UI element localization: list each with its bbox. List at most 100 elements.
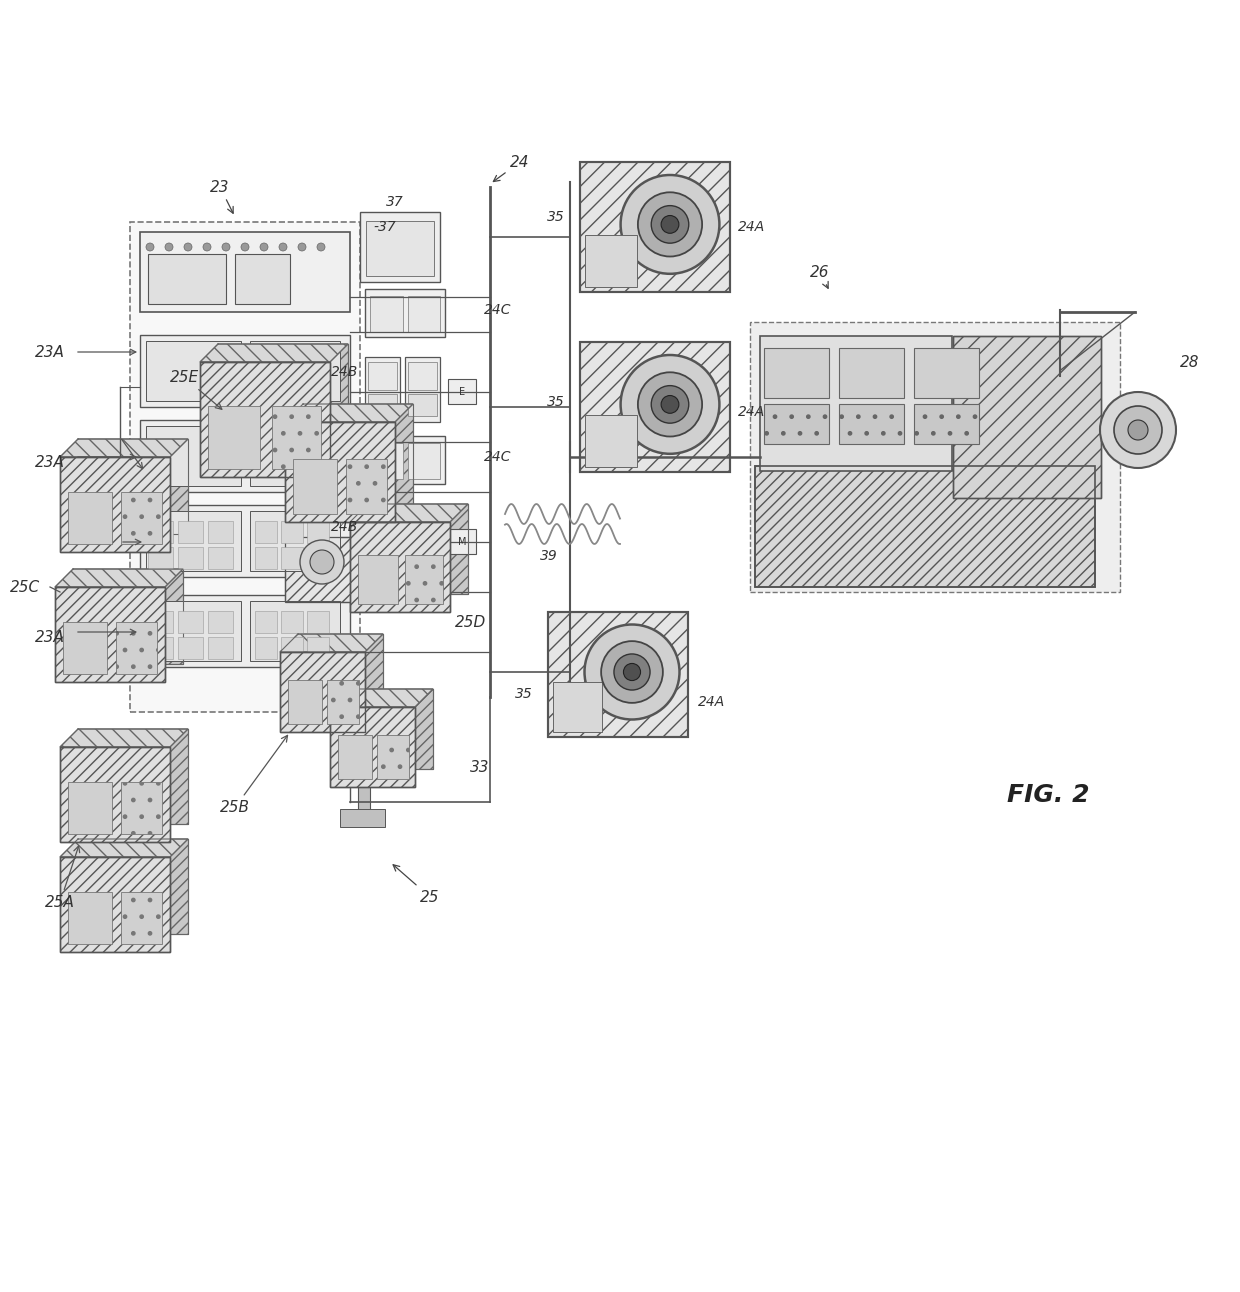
Circle shape — [165, 243, 174, 251]
Text: 24A: 24A — [738, 220, 765, 234]
Bar — [146, 601, 241, 662]
Bar — [140, 420, 350, 492]
Polygon shape — [60, 839, 188, 857]
Bar — [553, 682, 601, 733]
Polygon shape — [350, 504, 467, 522]
Bar — [148, 637, 174, 659]
Bar — [368, 504, 467, 594]
Bar — [327, 680, 360, 724]
Bar — [580, 162, 730, 292]
Bar — [368, 504, 467, 594]
Bar — [146, 426, 241, 486]
Bar — [350, 522, 450, 612]
Bar — [255, 521, 277, 543]
Circle shape — [184, 243, 192, 251]
Text: 26: 26 — [810, 265, 830, 288]
Text: 23A: 23A — [35, 455, 64, 469]
Bar — [764, 348, 830, 398]
Bar — [73, 568, 184, 664]
Circle shape — [601, 641, 663, 703]
Bar — [346, 459, 387, 514]
Bar — [140, 335, 350, 407]
Circle shape — [614, 654, 650, 690]
Bar — [303, 404, 413, 504]
Bar — [839, 403, 904, 443]
Bar — [73, 568, 184, 664]
Circle shape — [279, 243, 286, 251]
Bar — [298, 634, 383, 714]
Text: 24A: 24A — [738, 404, 765, 419]
Bar — [764, 403, 830, 443]
Bar — [365, 435, 445, 484]
Bar — [60, 857, 170, 952]
Circle shape — [1100, 391, 1176, 468]
Bar — [750, 322, 1120, 592]
Bar — [285, 422, 396, 522]
Bar — [370, 296, 403, 332]
Text: 35: 35 — [547, 395, 565, 410]
Bar — [350, 522, 450, 612]
Text: 25: 25 — [393, 864, 440, 904]
Bar — [208, 637, 233, 659]
Circle shape — [1128, 420, 1148, 441]
Bar — [236, 255, 290, 304]
Circle shape — [241, 243, 249, 251]
Bar — [60, 747, 170, 842]
Text: 25A: 25A — [45, 846, 79, 910]
Text: 25B: 25B — [219, 735, 288, 815]
Circle shape — [620, 174, 719, 274]
Bar — [405, 506, 440, 572]
Bar — [78, 839, 188, 934]
Bar — [285, 422, 396, 522]
Circle shape — [260, 243, 268, 251]
Bar — [280, 652, 365, 733]
Bar — [146, 512, 241, 571]
Bar — [179, 637, 203, 659]
Bar — [78, 439, 188, 534]
Bar — [68, 782, 112, 835]
Bar — [358, 554, 398, 603]
Bar — [55, 587, 165, 682]
Bar — [272, 406, 321, 469]
Polygon shape — [280, 634, 383, 652]
Bar — [358, 752, 370, 811]
Bar — [755, 465, 1095, 587]
Bar — [339, 735, 372, 779]
Bar — [288, 680, 322, 724]
Bar — [179, 611, 203, 633]
Bar — [60, 457, 170, 552]
Text: M: M — [458, 537, 466, 547]
Text: FIG. 2: FIG. 2 — [1007, 783, 1089, 806]
Text: 23A: 23A — [35, 345, 64, 359]
Polygon shape — [285, 404, 413, 422]
Bar — [954, 336, 1101, 497]
Bar — [68, 891, 112, 944]
Bar — [580, 162, 730, 292]
Text: 25C: 25C — [10, 580, 40, 594]
Bar — [208, 406, 260, 469]
Bar — [585, 235, 637, 287]
Bar — [914, 348, 980, 398]
Bar — [60, 857, 170, 952]
Bar — [281, 611, 303, 633]
Circle shape — [637, 193, 702, 257]
Bar — [755, 465, 1095, 587]
Bar — [548, 612, 688, 736]
Bar — [255, 611, 277, 633]
Polygon shape — [330, 689, 433, 707]
Text: 23A: 23A — [35, 629, 64, 645]
Bar — [585, 415, 637, 466]
Bar — [148, 255, 226, 304]
Bar — [368, 394, 397, 416]
Circle shape — [298, 243, 306, 251]
Bar — [348, 689, 433, 769]
Bar — [250, 426, 340, 486]
Circle shape — [651, 385, 688, 424]
Bar — [365, 357, 401, 422]
Bar — [200, 362, 330, 477]
Bar — [78, 729, 188, 824]
Bar — [839, 348, 904, 398]
Text: E: E — [459, 388, 465, 397]
Bar — [250, 341, 340, 401]
Bar — [580, 342, 730, 472]
